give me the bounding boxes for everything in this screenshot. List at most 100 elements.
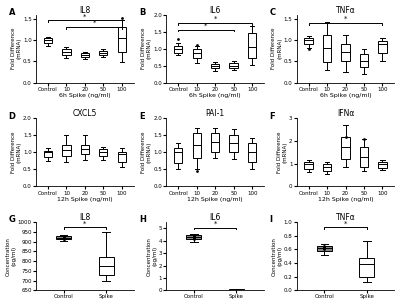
PathPatch shape [323,164,331,170]
Point [342,135,349,139]
PathPatch shape [248,143,256,162]
PathPatch shape [81,53,89,57]
Point [361,137,367,142]
Text: *: * [344,220,347,226]
X-axis label: 6h Spike (ng/ml): 6h Spike (ng/ml) [59,93,111,98]
Point [321,246,328,250]
PathPatch shape [304,162,313,169]
Point [191,234,197,239]
Text: E: E [139,112,144,121]
Point [321,247,328,252]
Point [60,237,67,242]
Text: *: * [214,16,217,22]
Text: C: C [269,8,275,17]
PathPatch shape [378,41,386,53]
PathPatch shape [174,148,182,163]
Point [60,236,67,241]
Text: *: * [344,16,347,22]
PathPatch shape [44,38,52,43]
Y-axis label: Fold Difference
(mRNA): Fold Difference (mRNA) [141,28,152,70]
PathPatch shape [229,289,244,290]
Point [321,245,328,250]
Point [175,37,182,41]
Y-axis label: Concentration
(pg/ml): Concentration (pg/ml) [146,237,157,276]
Text: *: * [92,20,96,26]
PathPatch shape [248,33,256,58]
Y-axis label: Concentration
(pg/ml): Concentration (pg/ml) [272,237,282,276]
Text: F: F [269,112,275,121]
Point [60,236,67,241]
Point [60,235,67,240]
Title: IFNα: IFNα [337,109,354,118]
PathPatch shape [186,235,201,239]
Text: A: A [8,8,15,17]
PathPatch shape [56,236,71,239]
Y-axis label: Fold Difference
(mRNA): Fold Difference (mRNA) [141,132,152,173]
Title: TNFα: TNFα [336,5,355,15]
Point [60,235,67,240]
Text: G: G [8,215,15,224]
Text: *: * [83,13,86,20]
PathPatch shape [118,27,126,52]
Title: IL6: IL6 [210,5,221,15]
X-axis label: 6h Spike (ng/ml): 6h Spike (ng/ml) [189,93,241,98]
Text: B: B [139,8,145,17]
Title: IL8: IL8 [79,213,90,222]
PathPatch shape [192,133,201,158]
Y-axis label: Fold Difference
(mRNA): Fold Difference (mRNA) [272,28,282,70]
PathPatch shape [304,38,313,45]
X-axis label: 12h Spike (ng/ml): 12h Spike (ng/ml) [187,197,243,202]
Point [194,169,200,174]
X-axis label: 12h Spike (ng/ml): 12h Spike (ng/ml) [318,197,373,202]
Point [118,16,125,20]
Point [191,233,197,238]
PathPatch shape [44,151,52,156]
PathPatch shape [99,51,108,55]
Y-axis label: Fold Difference
(mRNA): Fold Difference (mRNA) [277,132,288,173]
Point [191,236,197,241]
Y-axis label: Concentration
(pg/ml): Concentration (pg/ml) [6,237,16,276]
PathPatch shape [62,49,70,55]
Point [194,42,200,47]
PathPatch shape [81,145,89,154]
PathPatch shape [211,64,219,68]
Point [60,234,67,239]
PathPatch shape [323,35,331,62]
Text: H: H [139,215,146,224]
PathPatch shape [118,152,126,162]
Y-axis label: Fold Difference
(mRNA): Fold Difference (mRNA) [11,28,22,70]
Point [191,236,197,241]
Text: *: * [214,221,217,227]
Title: CXCL5: CXCL5 [73,109,97,118]
X-axis label: 6h Spike (ng/ml): 6h Spike (ng/ml) [320,93,371,98]
Text: I: I [269,215,272,224]
PathPatch shape [230,63,238,68]
Text: *: * [204,23,208,29]
Text: *: * [83,220,86,226]
PathPatch shape [341,45,350,61]
PathPatch shape [317,246,332,251]
Title: IL8: IL8 [79,5,90,15]
Point [191,235,197,240]
PathPatch shape [341,137,350,159]
PathPatch shape [360,148,368,167]
PathPatch shape [99,257,114,275]
Title: IL6: IL6 [210,213,221,222]
PathPatch shape [62,145,70,156]
PathPatch shape [192,49,201,58]
X-axis label: 12h Spike (ng/ml): 12h Spike (ng/ml) [57,197,113,202]
PathPatch shape [211,133,219,152]
Point [191,234,197,239]
PathPatch shape [99,149,108,156]
PathPatch shape [174,46,182,53]
PathPatch shape [378,162,386,168]
Title: TNFα: TNFα [336,213,355,222]
Y-axis label: Fold Difference
(mRNA): Fold Difference (mRNA) [11,132,22,173]
PathPatch shape [359,258,374,277]
PathPatch shape [230,135,238,152]
Point [305,46,312,51]
Title: PAI-1: PAI-1 [206,109,225,118]
Point [321,244,328,249]
Text: D: D [8,112,16,121]
PathPatch shape [360,54,368,66]
